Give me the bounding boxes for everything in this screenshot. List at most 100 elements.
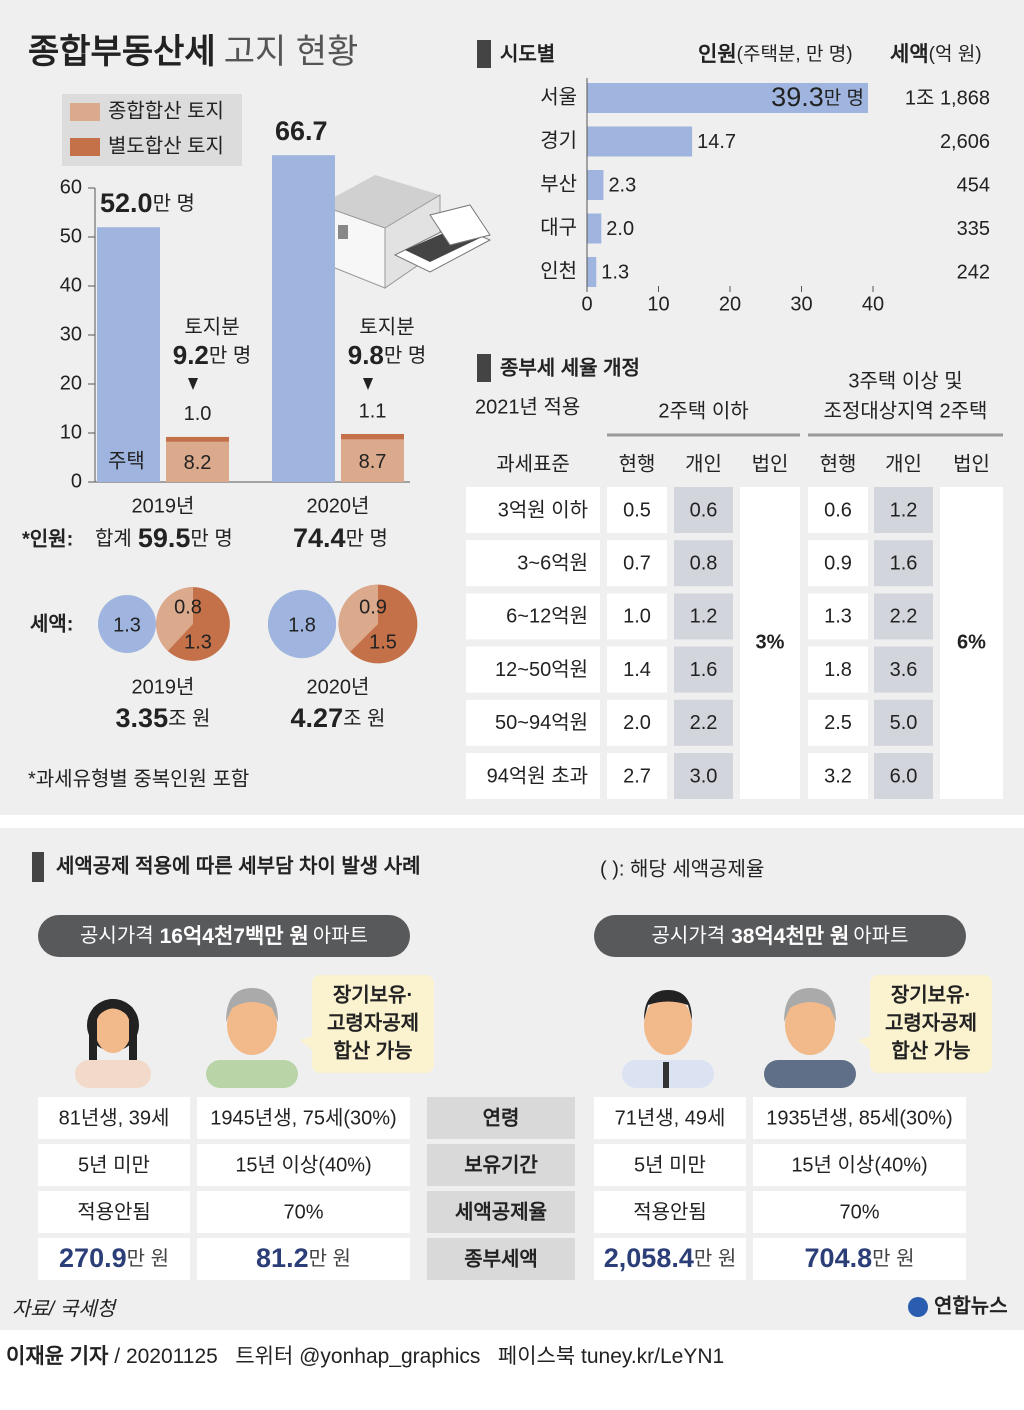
case-value: 81년생, 39세: [59, 1106, 170, 1129]
bar: [272, 155, 335, 483]
x-tick-label: 0: [581, 293, 592, 315]
tax-wedge: [338, 584, 378, 652]
table-value: 1.4: [623, 659, 651, 681]
value-label: 8.7: [359, 451, 387, 473]
unit: 만 원: [694, 1247, 736, 1270]
tax-amount: 704.8만 원: [805, 1243, 915, 1273]
byline-rest: / 20201125 트위터 @yonhap_graphics 페이스북 tun…: [108, 1345, 724, 1368]
table-cell: [674, 540, 733, 587]
byline: 이재윤 기자 / 20201125 트위터 @yonhap_graphics 페…: [6, 1345, 724, 1368]
table-value: 0.6: [690, 499, 718, 521]
annotation: 9.2만 명: [173, 340, 252, 370]
value-label: 2.0: [606, 218, 634, 240]
table-cell: [674, 593, 733, 640]
tax-label: 2,606: [940, 131, 990, 153]
table-cell: [874, 487, 933, 533]
value: 270.9: [59, 1243, 127, 1273]
bar: [587, 126, 693, 157]
section-title: 세액공제 적용에 따른 세부담 차이 발생 사례: [56, 854, 421, 877]
table-cell: [874, 540, 933, 587]
tax-label: 1.3: [113, 614, 141, 636]
unit: 만 명: [346, 527, 388, 550]
category-label: 부산: [540, 172, 577, 195]
bar-segment: [341, 433, 404, 440]
category-label: 인천: [540, 259, 577, 282]
table-cell: [808, 646, 868, 693]
table-cell: [466, 753, 600, 799]
heading-mark: [477, 354, 491, 382]
table-cell: [466, 646, 600, 693]
table-value: 1.6: [890, 552, 918, 574]
bar-segment: [166, 436, 229, 442]
total: 합계 59.5만 명: [95, 523, 233, 553]
prefix: 공시가격: [80, 924, 154, 947]
case-value: 70%: [283, 1201, 323, 1223]
table-cell: [808, 699, 868, 746]
value-label: 39.3만 명: [771, 82, 864, 112]
bar: [587, 83, 868, 113]
unit: 조 원: [343, 707, 385, 730]
price-pill: [594, 915, 966, 957]
unit: 만 명: [384, 344, 426, 367]
table-value: 0.8: [690, 552, 718, 574]
column-header: 현행: [820, 452, 857, 475]
series-label: 주택: [108, 449, 145, 472]
row-label: 연령: [483, 1106, 520, 1129]
legend-swatch: [70, 138, 100, 156]
table-cell: [607, 699, 667, 746]
tax-amount: 270.9만 원: [59, 1243, 169, 1273]
column-header: 개인: [885, 452, 922, 475]
bar: [587, 213, 602, 244]
label-cell: [427, 1097, 575, 1139]
table-note: 2021년 적용: [475, 395, 580, 418]
table-value: 1.6: [690, 659, 718, 681]
table-cell: [38, 1097, 190, 1139]
value-label: 1.1: [359, 400, 387, 422]
year-label: 2020년: [307, 675, 370, 698]
table-cell: [466, 540, 600, 587]
y-tick-label: 30: [60, 323, 82, 345]
unit: 만 명: [190, 527, 232, 550]
value: 66.7: [275, 116, 328, 146]
table-value: 3.2: [824, 765, 852, 787]
value-label: 8.2: [184, 452, 212, 474]
tax-label: 1.5: [369, 631, 397, 653]
annotation: 9.8만 명: [348, 340, 427, 370]
table-cell: [753, 1238, 966, 1280]
tax-circle: [267, 589, 337, 659]
table-value: 6.0: [890, 765, 918, 787]
tax-label: 454: [957, 174, 990, 196]
y-tick-label: 0: [71, 470, 82, 492]
table-value: 50~94억원: [495, 711, 588, 734]
column-header: 법인: [752, 452, 789, 475]
prefix: 합계: [95, 527, 132, 550]
table-cell: [466, 487, 600, 533]
table-value: 3~6억원: [517, 551, 588, 574]
tax-heading: 세액:: [30, 612, 73, 635]
heading-mark: [32, 852, 44, 882]
bar: [587, 170, 604, 200]
table-cell: [753, 1097, 966, 1139]
bar-segment: [341, 439, 404, 482]
bar-segment: [166, 441, 229, 482]
label-cell: [427, 1191, 575, 1233]
value: 74.4: [293, 523, 346, 553]
tax-total: 4.27조 원: [291, 703, 386, 733]
x-tick-label: 2020년: [307, 494, 370, 517]
tax-label: 0.9: [359, 596, 387, 618]
table-cell: [594, 1191, 746, 1233]
value-label: 66.7: [275, 116, 328, 146]
table-cell: [940, 487, 1003, 799]
table-cell: [674, 753, 733, 799]
tax-amount: 81.2만 원: [256, 1243, 351, 1273]
value: 2,058.4: [604, 1243, 694, 1273]
section-title: 종부세 세율 개정: [500, 356, 640, 379]
value: 9.2: [173, 340, 209, 370]
case-value: 5년 미만: [634, 1153, 706, 1176]
table-cell: [38, 1191, 190, 1233]
table-value: 1.8: [824, 659, 852, 681]
x-tick-label: 30: [790, 293, 812, 315]
y-tick-label: 50: [60, 225, 82, 247]
table-value: 0.6: [824, 499, 852, 521]
case-value: 1945년생, 75세(30%): [210, 1106, 396, 1129]
